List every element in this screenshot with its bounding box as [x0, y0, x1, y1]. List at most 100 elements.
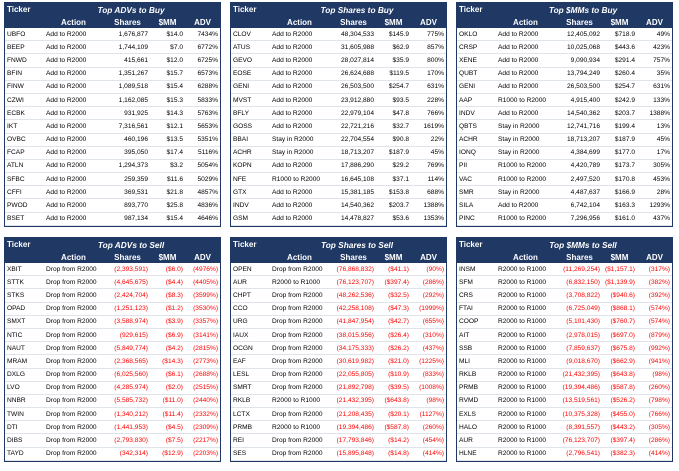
ticker-cell: AAP: [457, 93, 494, 108]
table-row: EOSE Add to R2000 26,624,688 $119.5 170%: [231, 67, 446, 81]
header-spacer: [457, 251, 494, 263]
mm-cell: $12.0: [150, 53, 185, 68]
mm-cell: ($12.9): [150, 447, 185, 461]
table-row: GENI Add to R2000 26,503,500 $254.7 631%: [457, 80, 672, 94]
adv-cell: (1127%): [411, 407, 446, 422]
shares-cell: 23,912,880: [331, 93, 376, 108]
shares-cell: 4,420,789: [557, 159, 602, 174]
mm-cell: ($1.2): [150, 302, 185, 316]
table-row: NTIC Drop from R2000 (929,615) ($6.9) (3141%…: [5, 328, 220, 343]
adv-cell: (305%): [637, 420, 672, 435]
adv-cell: 775%: [411, 28, 446, 42]
action-cell: R2000 to R1000: [494, 447, 557, 461]
ticker-cell: CFFI: [5, 185, 42, 200]
data-table: Ticker Top Shares to Buy Action Shares $MM AD…: [231, 3, 446, 226]
table-row: NAUT Drop from R2000 (5,849,774) ($4.2) (281…: [5, 341, 220, 356]
ticker-cell: OPAD: [5, 302, 42, 316]
table-row: RKLB R2000 to R1000 (21,432,395) ($643.8) (9…: [457, 368, 672, 382]
shares-cell: (5,585,732): [105, 394, 150, 409]
action-cell: R2000 to R1000: [494, 302, 557, 316]
adv-cell: 5116%: [185, 146, 220, 160]
table-row: PRMB R2000 to R1000 (19,394,486) ($587.8) (2…: [231, 420, 446, 435]
table-row: IONQ Stay in R2000 4,384,699 $177.0 17%: [457, 146, 672, 160]
column-header-adv: ADV: [637, 16, 672, 28]
column-header-ticker: Ticker: [5, 3, 42, 16]
mm-cell: ($760.7): [602, 315, 637, 329]
action-cell: Stay in R2000: [494, 185, 557, 200]
ticker-cell: FNWD: [5, 53, 42, 68]
mm-cell: $119.5: [376, 67, 411, 81]
table-row: FCAP Add to R2000 395,050 $17.4 5116%: [5, 146, 220, 160]
action-cell: R2000 to R1000: [268, 394, 331, 409]
shares-cell: (19,394,486): [331, 420, 376, 435]
shares-cell: (2,978,015): [557, 328, 602, 343]
mm-cell: ($11.4): [150, 407, 185, 422]
mm-cell: $153.8: [376, 185, 411, 200]
column-header-shares: Shares: [105, 16, 150, 28]
mm-cell: $7.0: [150, 40, 185, 55]
ticker-cell: OCGN: [231, 341, 268, 356]
table-row: OKLO Add to R2000 12,405,092 $718.9 49%: [457, 28, 672, 42]
action-cell: Drop from R2000: [42, 394, 105, 409]
adv-cell: 423%: [637, 40, 672, 55]
table-row: TAYD Drop from R2000 (342,314) ($12.9) (2203…: [5, 447, 220, 461]
action-cell: Drop from R2000: [268, 407, 331, 422]
table-row: BEEP Add to R2000 1,744,109 $7.0 6772%: [5, 40, 220, 55]
mm-cell: ($397.4): [602, 433, 637, 448]
action-cell: Add to R2000: [42, 106, 105, 121]
action-cell: Drop from R2000: [42, 407, 105, 422]
mm-cell: ($6.9): [150, 328, 185, 343]
ticker-cell: RVMD: [457, 394, 494, 409]
ticker-cell: LCTX: [231, 407, 268, 422]
mm-cell: $15.4: [150, 80, 185, 94]
action-cell: Add to R2000: [494, 67, 557, 81]
mm-cell: ($6.0): [150, 263, 185, 277]
mm-cell: ($4.2): [150, 341, 185, 356]
action-cell: R2000 to R1000: [494, 341, 557, 356]
panel-title: Top $MMs to Buy: [494, 3, 672, 16]
ticker-cell: AUR: [231, 275, 268, 290]
shares-cell: (21,892,798): [331, 381, 376, 395]
action-cell: Add to R2000: [268, 67, 331, 81]
shares-cell: 31,605,988: [331, 40, 376, 55]
action-cell: Add to R2000: [494, 106, 557, 121]
table-row: VAC R1000 to R2000 2,497,520 $170.8 453%: [457, 172, 672, 187]
mm-cell: ($14.3): [150, 354, 185, 369]
action-cell: Drop from R2000: [268, 354, 331, 369]
shares-cell: 1,089,518: [105, 80, 150, 94]
action-cell: Drop from R2000: [42, 288, 105, 303]
action-cell: Drop from R2000: [42, 341, 105, 356]
action-cell: Drop from R2000: [42, 302, 105, 316]
ticker-cell: DIBS: [5, 433, 42, 448]
table-row: HLNE R2000 to R1000 (2,796,541) ($382.3) (41…: [457, 447, 672, 461]
action-cell: Add to R2000: [268, 185, 331, 200]
shares-cell: 17,886,290: [331, 159, 376, 174]
shares-cell: 7,296,956: [557, 212, 602, 226]
mm-cell: $199.4: [602, 119, 637, 134]
action-cell: R2000 to R1000: [494, 354, 557, 369]
action-cell: Drop from R2000: [42, 328, 105, 343]
shares-cell: (21,432,395): [331, 394, 376, 409]
ticker-cell: MLI: [457, 354, 494, 369]
mm-cell: $11.6: [150, 172, 185, 187]
action-cell: Drop from R2000: [268, 381, 331, 395]
shares-cell: (2,793,830): [105, 433, 150, 448]
adv-cell: 453%: [637, 172, 672, 187]
action-cell: Add to R2000: [268, 198, 331, 213]
shares-cell: (2,796,541): [557, 447, 602, 461]
ticker-cell: AIT: [457, 328, 494, 343]
adv-cell: (414%): [637, 447, 672, 461]
shares-cell: (76,123,707): [331, 275, 376, 290]
shares-cell: (342,314): [105, 447, 150, 461]
adv-cell: (437%): [411, 341, 446, 356]
ticker-cell: SFM: [457, 275, 494, 290]
adv-cell: 4836%: [185, 198, 220, 213]
table-row: BFIN Add to R2000 1,351,267 $15.7 6573%: [5, 67, 220, 81]
ticker-cell: MVST: [231, 93, 268, 108]
ticker-cell: NNBR: [5, 394, 42, 409]
ticker-cell: FCAP: [5, 146, 42, 160]
ticker-cell: SMXT: [5, 315, 42, 329]
panel-title: Top ADVs to Buy: [42, 3, 220, 16]
shares-cell: 259,359: [105, 172, 150, 187]
mm-cell: $163.3: [602, 198, 637, 213]
